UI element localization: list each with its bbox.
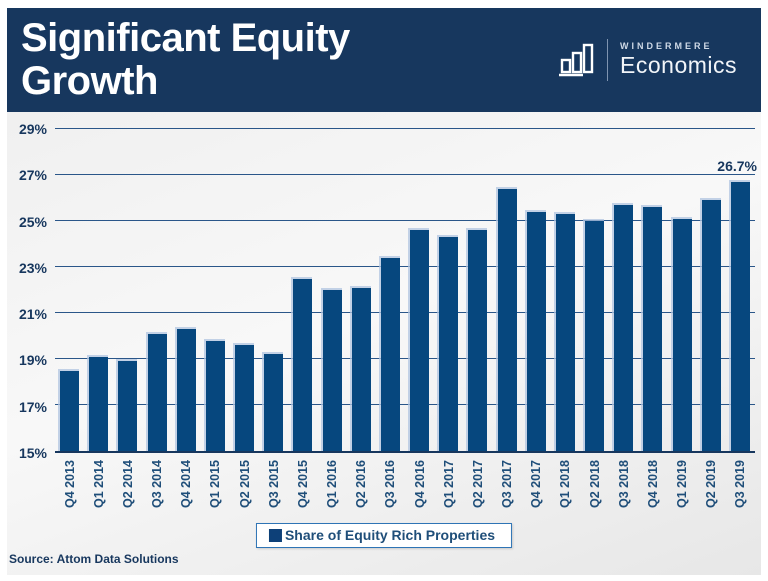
bar-q4-2016	[410, 230, 430, 451]
brand-text: WINDERMERE Economics	[620, 41, 737, 79]
page-title: Significant Equity Growth	[21, 15, 350, 103]
x-tick-label: Q4 2016	[412, 460, 427, 508]
bar-q1-2019	[672, 218, 692, 451]
x-tick-label: Q3 2014	[150, 460, 165, 508]
gridline	[55, 220, 755, 221]
brand-logo: WINDERMERE Economics	[559, 39, 737, 82]
x-tick-slot: Q4 2018	[643, 460, 662, 538]
header: Significant Equity Growth WINDERMERE Eco…	[7, 8, 761, 112]
logo-divider	[607, 39, 609, 81]
bar-q3-2018	[614, 204, 634, 451]
bar-q2-2018	[585, 221, 605, 451]
bar-q2-2014	[118, 361, 138, 451]
bar-q1-2015	[205, 340, 225, 451]
plot-area: 26.7%	[55, 128, 757, 453]
bar-q2-2019	[701, 200, 721, 451]
x-tick-label: Q1 2015	[208, 460, 223, 508]
x-tick-label: Q4 2017	[529, 460, 544, 508]
gridline	[55, 358, 755, 359]
x-tick-slot: Q2 2019	[702, 460, 721, 538]
y-tick-label: 15%	[18, 445, 47, 461]
x-tick-label: Q1 2014	[91, 460, 106, 508]
x-tick-label: Q2 2015	[237, 460, 252, 508]
x-tick-label: Q2 2017	[470, 460, 485, 508]
x-tick-slot: Q1 2019	[673, 460, 692, 538]
gridline	[55, 312, 755, 313]
x-tick-slot: Q3 2018	[614, 460, 633, 538]
x-tick-label: Q1 2018	[558, 460, 573, 508]
legend: Share of Equity Rich Properties	[255, 523, 513, 548]
x-tick-slot: Q1 2015	[206, 460, 225, 538]
y-tick-label: 17%	[18, 398, 47, 415]
x-tick-label: Q4 2018	[645, 460, 660, 508]
y-tick-label: 27%	[18, 167, 47, 184]
bar-q3-2015	[264, 354, 284, 451]
brand-department: Economics	[620, 52, 737, 78]
bar-q1-2014	[89, 356, 109, 451]
y-tick-label: 29%	[18, 121, 47, 137]
x-tick-slot: Q3 2014	[148, 460, 167, 538]
bar-q4-2014	[176, 329, 196, 451]
bar-q4-2018	[643, 207, 663, 451]
bar-q4-2013	[60, 370, 79, 451]
x-tick-label: Q4 2014	[179, 460, 194, 508]
x-tick-slot: Q4 2014	[177, 460, 196, 538]
bar-q1-2018	[555, 214, 575, 451]
legend-swatch	[268, 528, 282, 542]
bar-q3-2016	[380, 257, 400, 451]
bar-chart-icon	[559, 39, 595, 82]
x-tick-label: Q3 2015	[266, 460, 281, 508]
x-tick-slot: Q3 2019	[731, 460, 750, 538]
gridline	[55, 174, 755, 175]
bar-q3-2019	[730, 181, 750, 451]
data-label: 26.7%	[717, 157, 757, 174]
x-tick-slot: Q1 2014	[89, 460, 108, 538]
x-tick-label: Q1 2016	[325, 460, 340, 508]
y-tick-label: 23%	[18, 259, 47, 276]
gridline	[55, 128, 755, 129]
x-tick-label: Q3 2019	[733, 460, 748, 508]
x-tick-slot: Q4 2013	[60, 460, 79, 538]
x-tick-label: Q1 2019	[675, 460, 690, 508]
y-tick-label: 19%	[18, 352, 47, 369]
x-tick-label: Q1 2017	[441, 460, 456, 508]
x-tick-label: Q3 2016	[383, 460, 398, 508]
brand-name: WINDERMERE	[620, 41, 713, 51]
x-tick-slot: Q4 2017	[527, 460, 546, 538]
x-tick-label: Q4 2013	[62, 460, 77, 508]
bar-q4-2015	[293, 278, 313, 451]
x-tick-label: Q2 2016	[354, 460, 369, 508]
bar-q3-2014	[147, 333, 167, 451]
bar-q2-2016	[351, 287, 371, 451]
bar-q2-2015	[235, 345, 255, 451]
bar-q1-2017	[439, 237, 459, 451]
bar-q2-2017	[468, 230, 488, 451]
y-tick-label: 21%	[18, 306, 47, 323]
chart-area: 15% 17% 19% 21% 23% 25% 27% 29% 26.7% Q4 2013 Q1…	[7, 112, 761, 575]
x-tick-label: Q3 2018	[616, 460, 631, 508]
gridline	[55, 266, 755, 267]
x-tick-label: Q3 2017	[500, 460, 515, 508]
x-tick-slot: Q1 2018	[556, 460, 575, 538]
x-tick-label: Q4 2015	[295, 460, 310, 508]
x-tick-label: Q2 2018	[587, 460, 602, 508]
x-tick-slot: Q2 2018	[585, 460, 604, 538]
gridline	[55, 404, 755, 405]
bar-q3-2017	[497, 188, 517, 451]
legend-label: Share of Equity Rich Properties	[284, 527, 496, 543]
y-tick-label: 25%	[18, 213, 47, 230]
x-tick-slot: Q2 2015	[235, 460, 254, 538]
bar-q1-2016	[322, 290, 342, 451]
x-tick-slot: Q2 2014	[118, 460, 137, 538]
source-note: Source: Attom Data Solutions	[9, 552, 179, 566]
bar-series	[55, 129, 755, 451]
x-tick-label: Q2 2014	[120, 460, 135, 508]
y-axis-labels: 15% 17% 19% 21% 23% 25% 27% 29%	[7, 121, 47, 461]
x-tick-label: Q2 2019	[704, 460, 719, 508]
bar-q4-2017	[526, 211, 546, 451]
